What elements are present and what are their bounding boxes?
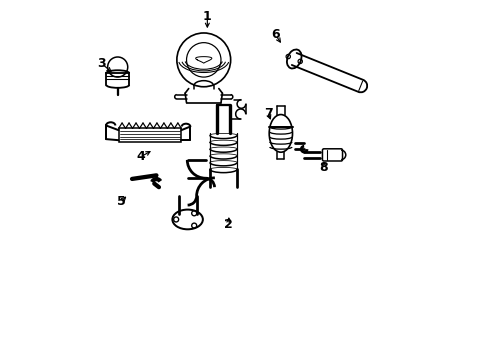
Text: 6: 6 xyxy=(271,28,280,41)
Text: 3: 3 xyxy=(97,57,106,70)
Text: 2: 2 xyxy=(224,218,233,231)
Text: 7: 7 xyxy=(264,107,272,120)
Text: 8: 8 xyxy=(319,161,328,174)
Bar xyxy=(119,129,181,142)
Text: 4: 4 xyxy=(137,150,146,163)
Text: 1: 1 xyxy=(203,10,212,23)
Text: 5: 5 xyxy=(117,195,125,208)
